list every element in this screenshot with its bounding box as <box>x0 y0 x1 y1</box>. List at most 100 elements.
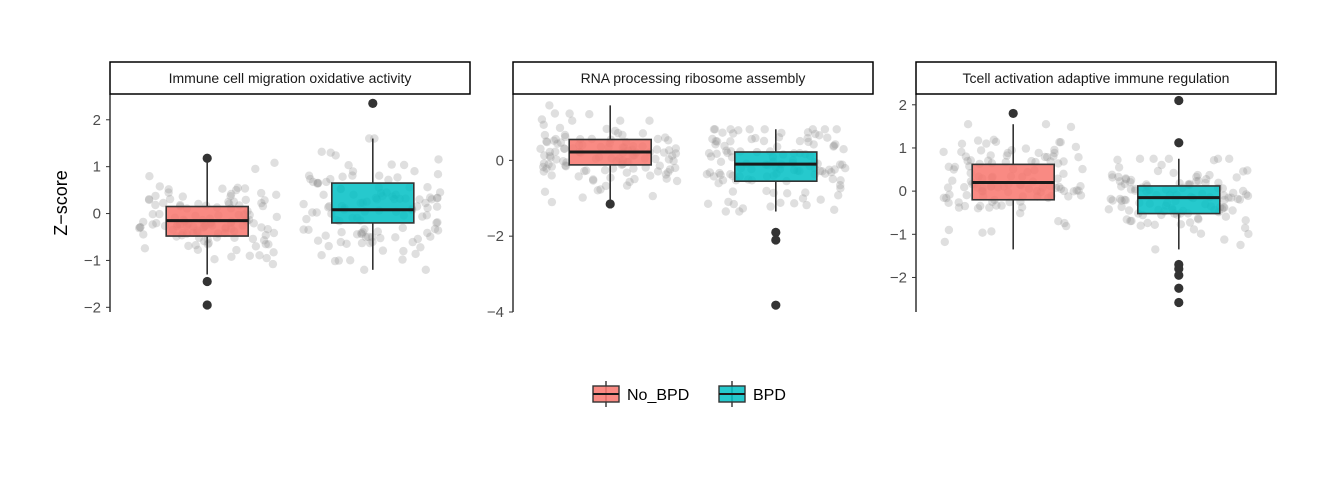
jitter-point <box>432 218 441 228</box>
jitter-point <box>987 227 996 236</box>
jitter-point <box>802 200 811 210</box>
jitter-point <box>1244 229 1253 239</box>
jitter-point <box>346 256 355 265</box>
jitter-point <box>668 151 677 160</box>
jitter-point <box>1059 186 1069 196</box>
jitter-point <box>1126 216 1135 226</box>
jitter-point <box>593 186 602 195</box>
jitter-point <box>1050 148 1059 158</box>
jitter-point <box>556 138 566 147</box>
jitter-point <box>815 166 825 176</box>
jitter-point <box>957 147 966 157</box>
jitter-point <box>148 220 157 229</box>
jitter-point <box>1056 138 1065 147</box>
jitter-point <box>375 171 384 180</box>
jitter-point <box>423 183 432 192</box>
jitter-point <box>155 182 164 191</box>
jitter-point <box>704 149 714 158</box>
jitter-point <box>433 170 443 179</box>
jitter-point <box>783 189 792 198</box>
jitter-point <box>1117 182 1126 191</box>
y-tick-label: −4 <box>487 304 504 321</box>
y-axis-label: Z−score <box>51 170 71 236</box>
jitter-point <box>1054 217 1063 226</box>
jitter-point <box>387 160 396 169</box>
jitter-point <box>1076 182 1085 191</box>
jitter-point <box>745 125 754 134</box>
jitter-point <box>616 116 625 125</box>
jitter-point <box>721 207 730 216</box>
panel-immune-cell-migration-oxidative-activity: Immune cell migration oxidative activity… <box>84 61 471 316</box>
jitter-point <box>233 183 242 192</box>
jitter-point <box>716 157 726 166</box>
jitter-point <box>360 265 369 274</box>
jitter-point <box>148 210 157 219</box>
jitter-point <box>978 228 987 237</box>
jitter-point <box>1074 186 1083 195</box>
jitter-point <box>324 241 333 251</box>
jitter-point <box>549 136 559 145</box>
jitter-point <box>224 197 233 207</box>
jitter-point <box>997 201 1006 210</box>
jitter-point <box>218 184 227 193</box>
jitter-point <box>705 168 715 177</box>
box-body <box>733 151 818 183</box>
jitter-point <box>559 157 568 166</box>
jitter-point <box>551 147 560 156</box>
jitter-point <box>357 238 367 248</box>
panel-rna-processing-ribosome-assembly: RNA processing ribosome assembly 0 −2 −4 <box>487 61 874 321</box>
jitter-point <box>299 225 308 234</box>
jitter-point <box>191 241 200 250</box>
jitter-point <box>304 225 313 234</box>
jitter-point <box>313 236 323 245</box>
jitter-point <box>421 198 430 208</box>
jitter-point <box>272 212 281 222</box>
jitter-point <box>759 136 769 146</box>
jitter-point <box>773 142 782 151</box>
jitter-point <box>1193 170 1202 180</box>
jitter-point <box>798 194 808 203</box>
jitter-point <box>655 161 664 170</box>
jitter-point <box>542 164 551 173</box>
jitter-point <box>664 136 673 145</box>
jitter-point <box>434 155 443 164</box>
box-bpd <box>1104 95 1253 308</box>
jitter-point <box>306 174 315 184</box>
box-no-bpd <box>939 108 1087 250</box>
jitter-point <box>1227 193 1236 202</box>
jitter-point <box>136 223 145 232</box>
jitter-point <box>139 217 148 227</box>
jitter-point <box>1115 177 1125 186</box>
jitter-point <box>790 199 799 208</box>
jitter-point <box>144 195 154 205</box>
jitter-point <box>588 175 598 184</box>
jitter-point <box>960 201 970 211</box>
jitter-point <box>165 194 175 204</box>
jitter-point <box>629 164 638 173</box>
box-body <box>1137 185 1221 215</box>
jitter-point <box>1104 205 1114 214</box>
jitter-point <box>774 133 784 142</box>
jitter-point <box>561 161 570 170</box>
jitter-point <box>1055 138 1064 147</box>
outlier-point <box>202 300 212 310</box>
jitter-point <box>258 201 268 211</box>
jitter-point <box>795 136 805 146</box>
jitter-point <box>671 163 680 173</box>
jitter-point <box>715 168 724 178</box>
jitter-point <box>1108 173 1117 182</box>
jitter-point <box>1189 225 1199 234</box>
jitter-point <box>416 243 425 252</box>
panel-strip <box>915 61 1277 95</box>
outlier-point <box>202 276 212 287</box>
jitter-point <box>553 139 562 148</box>
y-tick-label: −2 <box>487 228 504 245</box>
legend-label: BPD <box>753 387 786 404</box>
jitter-point <box>411 249 420 259</box>
jitter-point <box>1064 192 1073 201</box>
jitter-point <box>324 203 333 212</box>
jitter-point <box>653 167 663 176</box>
jitter-point <box>336 237 345 247</box>
jitter-point <box>545 151 554 161</box>
jitter-point <box>308 177 318 187</box>
